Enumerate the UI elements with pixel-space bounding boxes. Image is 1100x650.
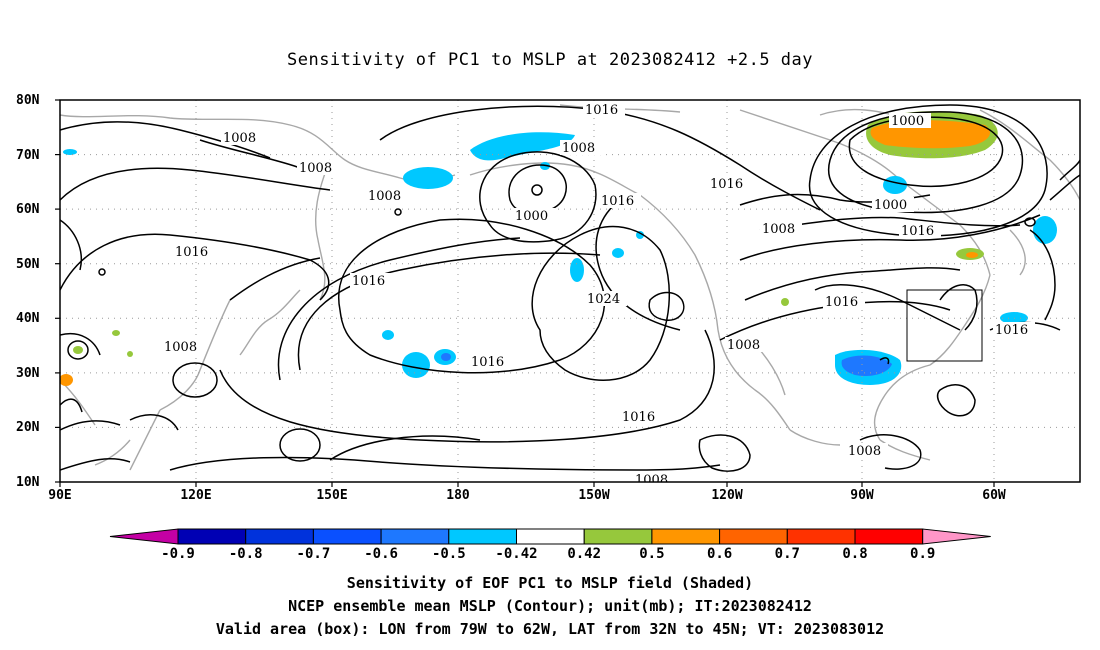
contour-label: 1016 — [995, 323, 1028, 338]
colorbar-segment — [312, 528, 382, 545]
contour-label: 1000 — [891, 114, 924, 129]
contour-label: 1008 — [368, 189, 401, 204]
colorbar-segment — [448, 528, 517, 545]
colorbar-tick-label: -0.9 — [161, 546, 195, 562]
colorbar-tick-label: 0.9 — [910, 546, 935, 562]
latitude-labels: 80N 70N 60N 50N 40N 30N 20N 10N — [16, 93, 40, 490]
colorbar-segment — [786, 528, 856, 545]
caption-line-3: Valid area (box): LON from 79W to 62W, L… — [215, 620, 885, 638]
contour-label: 1016 — [901, 224, 934, 239]
colorbar-segment — [583, 528, 653, 545]
colorbar-labels: -0.9 -0.8 -0.7 -0.6 -0.5 -0.42 0.42 0.5 0.6 0.7 0.… — [161, 546, 935, 562]
contour-label: 1016 — [601, 194, 634, 209]
lat-label: 60N — [16, 202, 40, 217]
caption-line-2: NCEP ensemble mean MSLP (Contour); unit(… — [288, 597, 812, 615]
contour-label: 1008 — [727, 338, 760, 353]
colorbar-segment — [651, 528, 721, 545]
lon-label: 120E — [180, 488, 211, 503]
contour-label: 1016 — [825, 295, 858, 310]
colorbar-tick-label: 0.7 — [775, 546, 800, 562]
contour-label: 1016 — [710, 177, 743, 192]
lon-label: 150W — [578, 488, 609, 503]
map-title: Sensitivity of PC1 to MSLP at 2023082412… — [286, 50, 813, 70]
contour-label: 1016 — [622, 410, 655, 425]
colorbar-tick-label: -0.8 — [229, 546, 263, 562]
contour-labels: 1016 1008 1008 1008 1008 1000 1016 1016 … — [162, 102, 1035, 488]
colorbar-tick-label: -0.42 — [495, 546, 537, 562]
lat-label: 30N — [16, 366, 40, 381]
lat-label: 10N — [16, 475, 40, 490]
contour-label: 1008 — [635, 473, 668, 488]
contour-label: 1008 — [164, 340, 197, 355]
plot-frame — [59, 99, 1081, 483]
colorbar-segment — [854, 528, 924, 545]
coastlines — [60, 104, 1080, 471]
lat-label: 80N — [16, 93, 40, 108]
colorbar-high-triangle — [922, 528, 991, 545]
colorbar-tick-label: 0.8 — [842, 546, 867, 562]
colorbar-segment — [177, 528, 247, 545]
contour-label: 1016 — [471, 355, 504, 370]
lat-label: 40N — [16, 311, 40, 326]
lon-label: 150E — [316, 488, 347, 503]
lon-label: 90E — [48, 488, 71, 503]
contour-label: 1024 — [587, 292, 620, 307]
caption-line-1: Sensitivity of EOF PC1 to MSLP field (Sh… — [346, 574, 754, 592]
lat-label: 70N — [16, 148, 40, 163]
contour-label: 1008 — [562, 141, 595, 156]
lon-label: 60W — [982, 488, 1006, 503]
contour-label: 1008 — [299, 161, 332, 176]
lon-label: 180 — [446, 488, 470, 503]
lon-label: 120W — [711, 488, 742, 503]
longitude-labels: 90E 120E 150E 180 150W 120W 90W 60W — [48, 488, 1006, 503]
contour-label: 1000 — [874, 198, 907, 213]
contour-label: 1016 — [352, 274, 385, 289]
contour-label: 1008 — [762, 222, 795, 237]
contour-label: 1000 — [515, 209, 548, 224]
lon-label: 90W — [850, 488, 874, 503]
colorbar-segment — [380, 528, 450, 545]
colorbar-tick-label: -0.6 — [364, 546, 398, 562]
colorbar-tick-label: -0.5 — [432, 546, 466, 562]
contour-label: 1016 — [585, 103, 618, 118]
colorbar — [109, 528, 991, 545]
contour-label: 1008 — [223, 131, 256, 146]
colorbar-tick-label: -0.7 — [297, 546, 331, 562]
contour-label: 1008 — [848, 444, 881, 459]
colorbar-segment — [245, 528, 314, 545]
colorbar-tick-label: 0.6 — [707, 546, 732, 562]
colorbar-tick-label: 0.5 — [639, 546, 664, 562]
colorbar-low-triangle — [109, 528, 179, 545]
colorbar-tick-label: 0.42 — [567, 546, 601, 562]
colorbar-segment — [719, 528, 788, 545]
contour-label: 1016 — [175, 245, 208, 260]
valid-area-box — [906, 289, 983, 362]
mslp-contours — [60, 104, 1080, 472]
axis-ticks — [55, 99, 995, 487]
colorbar-segment — [516, 528, 585, 545]
lat-label: 20N — [16, 420, 40, 435]
lat-label: 50N — [16, 257, 40, 272]
